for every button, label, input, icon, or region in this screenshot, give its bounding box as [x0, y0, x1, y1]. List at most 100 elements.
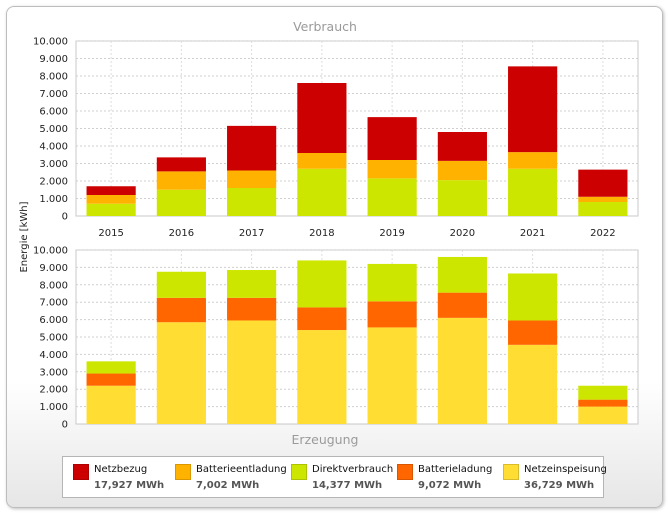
x-tick-label: 2016	[169, 228, 194, 239]
legend-swatch	[503, 464, 519, 480]
legend-total: 17,927 MWh	[94, 480, 165, 491]
legend-total: 7,002 MWh	[196, 480, 260, 491]
bar-batterieladung-2015	[86, 373, 136, 386]
y-axis-label: Energie [kWh]	[19, 201, 30, 272]
bar-direktverbrauch-2019	[367, 178, 417, 216]
bar-direktverbrauch-2015	[86, 203, 136, 216]
bar-netzbezug-2019	[367, 117, 417, 160]
legend-total: 36,729 MWh	[524, 480, 595, 491]
bar-netzeinspeisung-2022	[578, 406, 628, 424]
legend-label: Batterieentladung	[196, 464, 287, 475]
y-tick-label-verbrauch: 7.000	[39, 89, 68, 100]
x-tick-label: 2019	[379, 228, 404, 239]
legend-swatch	[397, 464, 413, 480]
bar-direktverbrauch-2022	[578, 385, 628, 400]
bar-netzeinspeisung-2018	[297, 330, 347, 424]
plot-verbrauch: 0 1.000 2.000 3.000 4.000 5.000 6.000 7.000 8.00…	[33, 37, 639, 239]
y-tick-label-verbrauch: 3.000	[39, 159, 68, 170]
bar-netzbezug-2020	[437, 132, 487, 161]
y-tick-label-erzeugung: 4.000	[39, 350, 68, 361]
legend-swatch	[175, 464, 191, 480]
bar-batterieentladung-2015	[86, 195, 136, 204]
bar-direktverbrauch-2018	[297, 260, 347, 308]
bar-netzbezug-2021	[508, 66, 558, 153]
bar-direktverbrauch-2017	[227, 188, 277, 216]
plot-erzeugung: 0 1.000 2.000 3.000 4.000 5.000 6.000 7.000 8.00…	[33, 246, 639, 431]
bar-direktverbrauch-2016	[156, 189, 206, 216]
bar-direktverbrauch-2021	[508, 273, 558, 321]
bar-netzeinspeisung-2015	[86, 385, 136, 424]
bar-batterieentladung-2017	[227, 170, 277, 188]
y-tick-label-erzeugung: 9.000	[39, 263, 68, 274]
y-tick-label-verbrauch: 10.000	[33, 37, 68, 48]
y-tick-label-verbrauch: 8.000	[39, 72, 68, 83]
x-tick-label: 2022	[590, 228, 615, 239]
y-tick-label-erzeugung: 8.000	[39, 280, 68, 291]
bar-batterieentladung-2022	[578, 196, 628, 202]
y-tick-label-erzeugung: 3.000	[39, 367, 68, 378]
x-tick-label: 2020	[450, 228, 475, 239]
y-tick-label-erzeugung: 6.000	[39, 315, 68, 326]
y-tick-label-erzeugung: 10.000	[33, 246, 68, 257]
bar-batterieladung-2020	[437, 292, 487, 318]
bar-batterieladung-2019	[367, 301, 417, 328]
bar-direktverbrauch-2020	[437, 180, 487, 216]
legend-total: 9,072 MWh	[418, 480, 482, 491]
bar-batterieladung-2021	[508, 320, 558, 345]
y-tick-label-verbrauch: 9.000	[39, 54, 68, 65]
y-tick-label-erzeugung: 2.000	[39, 385, 68, 396]
legend-swatch	[291, 464, 307, 480]
y-tick-label-erzeugung: 1.000	[39, 402, 68, 413]
bar-batterieentladung-2021	[508, 152, 558, 169]
bar-batterieladung-2018	[297, 307, 347, 331]
y-tick-label-verbrauch: 5.000	[39, 124, 68, 135]
x-tick-label: 2018	[309, 228, 334, 239]
bar-netzbezug-2022	[578, 169, 628, 197]
bar-direktverbrauch-2016	[156, 271, 206, 298]
bar-netzbezug-2015	[86, 186, 136, 195]
bar-direktverbrauch-2021	[508, 168, 558, 216]
bar-direktverbrauch-2022	[578, 202, 628, 216]
bar-netzeinspeisung-2017	[227, 320, 277, 424]
bar-netzeinspeisung-2020	[437, 317, 487, 424]
y-tick-label-erzeugung: 7.000	[39, 298, 68, 309]
y-tick-label-erzeugung: 0	[62, 420, 68, 431]
title-erzeugung: Erzeugung	[292, 432, 359, 447]
legend-label: Batterieladung	[418, 464, 493, 475]
y-tick-label-verbrauch: 6.000	[39, 107, 68, 118]
bar-batterieentladung-2018	[297, 153, 347, 169]
bar-netzeinspeisung-2016	[156, 322, 206, 424]
bar-batterieentladung-2019	[367, 160, 417, 179]
bar-batterieladung-2017	[227, 297, 277, 321]
y-tick-label-verbrauch: 2.000	[39, 177, 68, 188]
bar-direktverbrauch-2018	[297, 168, 347, 216]
title-verbrauch: Verbrauch	[293, 19, 357, 34]
bar-netzeinspeisung-2021	[508, 344, 558, 424]
bar-direktverbrauch-2020	[437, 256, 487, 293]
legend-total: 14,377 MWh	[312, 480, 383, 491]
legend-swatch	[73, 464, 89, 480]
legend-label: Netzbezug	[94, 464, 148, 475]
y-tick-label-erzeugung: 5.000	[39, 333, 68, 344]
legend-label: Netzeinspeisung	[524, 464, 607, 475]
y-tick-label-verbrauch: 4.000	[39, 142, 68, 153]
legend: Netzbezug 17,927 MWh Batterieentladung 7,00…	[62, 456, 607, 498]
bar-direktverbrauch-2019	[367, 263, 417, 302]
x-tick-label: 2017	[239, 228, 264, 239]
bar-batterieladung-2022	[578, 399, 628, 407]
bar-netzbezug-2018	[297, 83, 347, 153]
bar-netzbezug-2017	[227, 125, 277, 171]
bar-batterieentladung-2016	[156, 171, 206, 190]
y-tick-label-verbrauch: 1.000	[39, 194, 68, 205]
x-tick-label: 2021	[520, 228, 545, 239]
bar-batterieentladung-2020	[437, 160, 487, 181]
y-tick-label-verbrauch: 0	[62, 212, 68, 223]
bar-direktverbrauch-2017	[227, 270, 277, 298]
bar-netzbezug-2016	[156, 157, 206, 172]
legend-label: Direktverbrauch	[312, 464, 394, 475]
x-tick-label: 2015	[98, 228, 123, 239]
bar-netzeinspeisung-2019	[367, 327, 417, 424]
bar-batterieladung-2016	[156, 297, 206, 323]
bar-direktverbrauch-2015	[86, 361, 136, 374]
